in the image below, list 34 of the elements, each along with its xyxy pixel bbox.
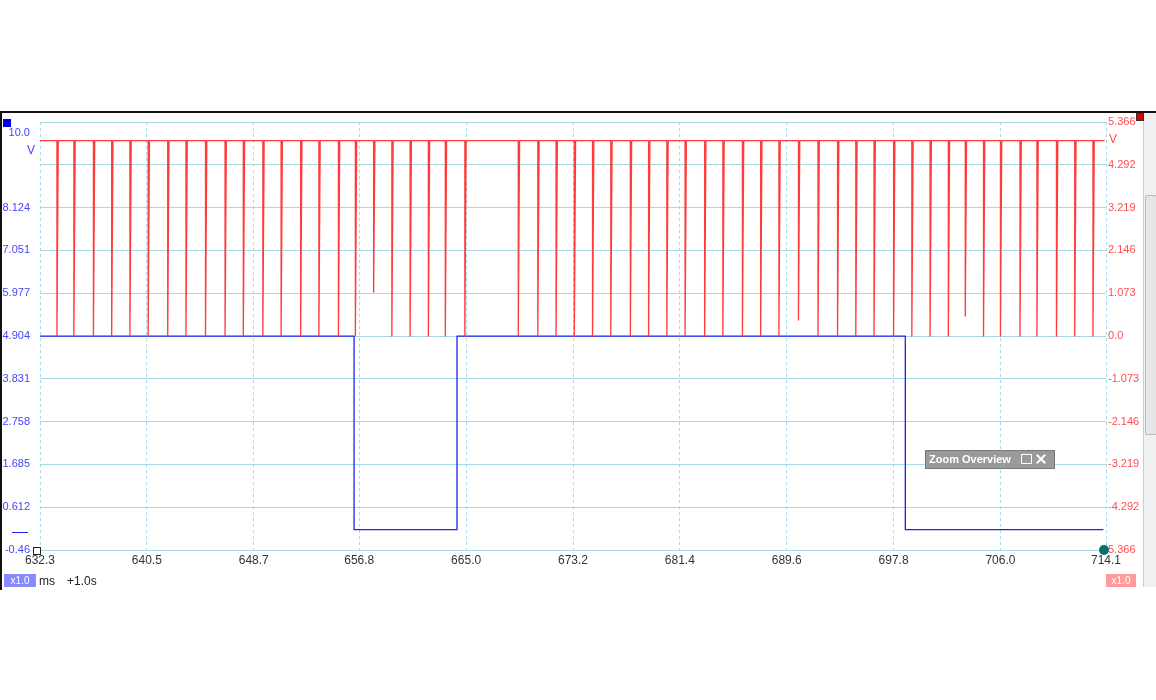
y2-tick-label: 2.146 xyxy=(1108,243,1136,256)
text: x1.0 xyxy=(4,574,36,587)
text: +1.0s xyxy=(67,574,97,588)
x-tick-label: 640.5 xyxy=(131,552,163,567)
y-tick-label: 0.612 xyxy=(2,500,30,513)
y-tick-label: 5.977 xyxy=(2,286,30,299)
text: x1.0 xyxy=(1106,574,1136,587)
x-tick-label: 697.8 xyxy=(878,552,909,567)
y-tick-label: 10.0 xyxy=(8,125,30,138)
y2-tick-label: 5.366 xyxy=(1108,115,1136,128)
x-tick-label: 673.2 xyxy=(557,552,589,567)
y-tick-label: 4.904 xyxy=(2,329,30,342)
y-tick-label: 2.758 xyxy=(2,414,30,427)
x-tick-label: 665.0 xyxy=(451,552,482,567)
y-tick-label: 7.051 xyxy=(2,243,30,256)
y2-tick-label: 3.219 xyxy=(1108,200,1136,213)
y-tick-label: 8.124 xyxy=(2,200,30,213)
y-tick-label: 3.831 xyxy=(2,371,30,384)
y2-tick-label: -4.292 xyxy=(1108,500,1140,513)
x-tick-label: 681.4 xyxy=(664,552,696,567)
y2-tick-label: -2.146 xyxy=(1108,414,1140,427)
y2-tick-label: -1.073 xyxy=(1108,371,1140,384)
y2-tick-label: 0.0 xyxy=(1108,329,1124,342)
x-tick-label: 706.0 xyxy=(985,552,1016,567)
y2-tick-label: 1.073 xyxy=(1108,286,1136,299)
y-tick-label: 1.685 xyxy=(2,457,30,470)
y2-tick-label: -3.219 xyxy=(1108,457,1140,470)
y-axis-title: V xyxy=(26,143,36,157)
x-axis-title: ms xyxy=(39,574,55,588)
x-tick-label: 689.6 xyxy=(771,552,803,567)
x-tick-label: 648.7 xyxy=(238,552,270,567)
y2-tick-label: 4.292 xyxy=(1108,157,1136,170)
y2-axis-title: V xyxy=(1109,132,1118,146)
x-tick-label: 656.8 xyxy=(344,552,375,567)
